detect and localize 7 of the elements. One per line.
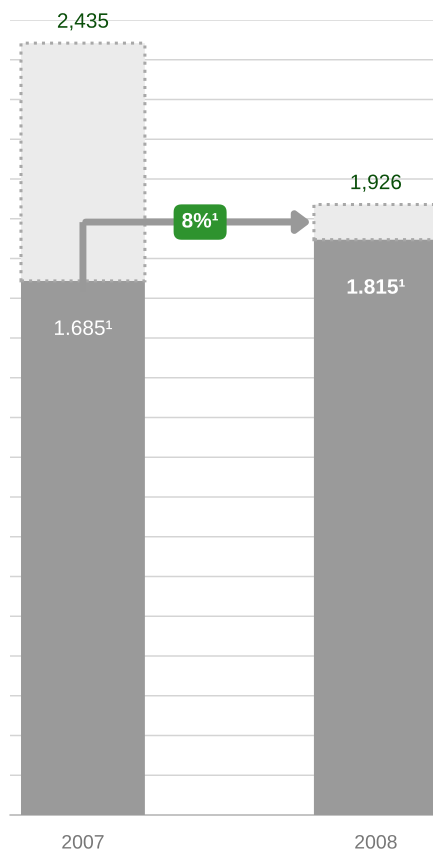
total-label: 2,435 [58,13,108,30]
annotation: 8%¹ [182,212,218,228]
x-tick-label: 2007 [62,834,104,849]
data-label: 1.685¹ [54,320,112,336]
data-label: 1.815¹ [348,279,405,294]
total-label: 1,926 [351,174,402,192]
x-tick-label: 2008 [355,834,397,849]
